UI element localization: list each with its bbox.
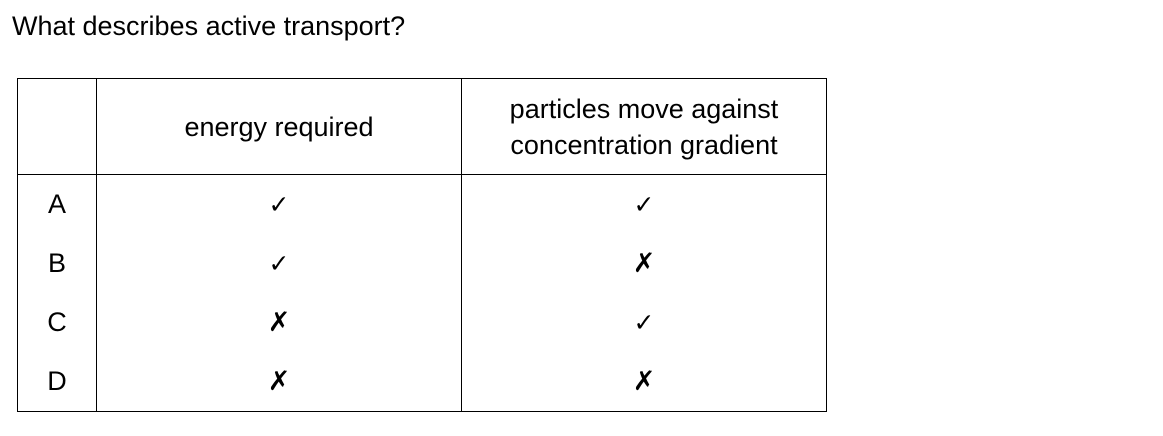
check-icon: ✓ — [633, 190, 655, 219]
against-gradient-cell-a: ✓ — [461, 174, 827, 234]
cross-icon: ✗ — [267, 366, 291, 397]
check-icon: ✓ — [633, 308, 655, 337]
cross-icon: ✗ — [267, 307, 291, 338]
table-row-c: C ✗ ✓ — [17, 293, 827, 352]
table-row-d: D ✗ ✗ — [17, 352, 827, 412]
against-gradient-cell-b: ✗ — [461, 234, 827, 293]
option-label-a: A — [17, 174, 97, 234]
cross-icon: ✗ — [632, 248, 656, 279]
energy-required-cell-c: ✗ — [96, 293, 462, 352]
header-cell-energy-required: energy required — [96, 78, 462, 175]
table-header-row: energy required particles move against c… — [17, 78, 827, 175]
header-cell-against-gradient-label: particles move against concentration gra… — [509, 93, 779, 160]
header-cell-option — [17, 78, 97, 175]
option-label-b: B — [17, 234, 97, 293]
energy-required-cell-d: ✗ — [96, 352, 462, 412]
cross-icon: ✗ — [632, 366, 656, 397]
check-icon: ✓ — [268, 249, 290, 278]
energy-required-cell-a: ✓ — [96, 174, 462, 234]
energy-required-cell-b: ✓ — [96, 234, 462, 293]
option-label-c: C — [17, 293, 97, 352]
against-gradient-cell-c: ✓ — [461, 293, 827, 352]
against-gradient-cell-d: ✗ — [461, 352, 827, 412]
table-row-b: B ✓ ✗ — [17, 234, 827, 293]
check-icon: ✓ — [268, 190, 290, 219]
header-cell-against-gradient: particles move against concentration gra… — [461, 78, 827, 175]
answer-options-table: energy required particles move against c… — [17, 78, 827, 412]
option-label-d: D — [17, 352, 97, 412]
table-row-a: A ✓ ✓ — [17, 174, 827, 234]
question-text: What describes active transport? — [12, 11, 406, 41]
